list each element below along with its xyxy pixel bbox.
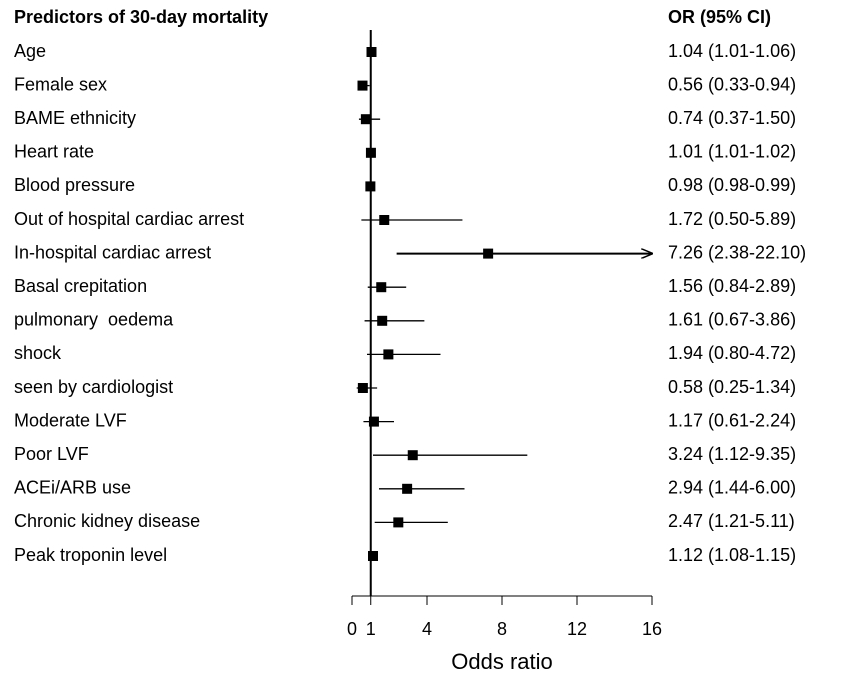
or-marker xyxy=(365,181,376,192)
x-tick-label: 0 xyxy=(347,619,357,639)
predictor-label: Poor LVF xyxy=(14,444,89,464)
predictor-label: Age xyxy=(14,41,46,61)
predictor-label: ACEi/ARB use xyxy=(14,478,131,498)
or-marker xyxy=(483,248,494,259)
or-marker xyxy=(357,80,368,91)
or-marker xyxy=(393,517,404,528)
predictor-label: Female sex xyxy=(14,74,107,94)
or-marker xyxy=(360,114,371,125)
or-label: 1.12 (1.08-1.15) xyxy=(668,545,796,565)
predictor-label: Moderate LVF xyxy=(14,410,127,430)
predictor-label: pulmonary oedema xyxy=(14,310,174,330)
or-marker xyxy=(368,416,379,427)
or-label: 3.24 (1.12-9.35) xyxy=(668,444,796,464)
or-label: 0.74 (0.37-1.50) xyxy=(668,108,796,128)
predictor-label: Chronic kidney disease xyxy=(14,511,200,531)
or-marker xyxy=(357,383,368,393)
x-axis-label: Odds ratio xyxy=(451,649,553,674)
or-marker xyxy=(383,349,394,360)
predictor-label: seen by cardiologist xyxy=(14,377,173,397)
or-marker xyxy=(377,315,388,326)
or-marker xyxy=(365,147,376,158)
x-tick-label: 4 xyxy=(422,619,432,639)
or-label: 7.26 (2.38-22.10) xyxy=(668,242,806,262)
x-tick-label: 12 xyxy=(567,619,587,639)
predictor-label: Out of hospital cardiac arrest xyxy=(14,209,244,229)
or-label: 2.47 (1.21-5.11) xyxy=(668,511,795,531)
or-marker xyxy=(366,47,377,57)
predictor-label: Peak troponin level xyxy=(14,545,167,565)
predictor-label: BAME ethnicity xyxy=(14,108,136,128)
chart-title: Predictors of 30-day mortality xyxy=(14,7,268,27)
or-label: 0.58 (0.25-1.34) xyxy=(668,377,796,397)
or-marker xyxy=(376,282,387,293)
or-label: 1.04 (1.01-1.06) xyxy=(668,41,796,61)
or-label: 0.56 (0.33-0.94) xyxy=(668,74,796,94)
or-label: 1.01 (1.01-1.02) xyxy=(668,142,796,162)
predictor-label: shock xyxy=(14,343,62,363)
predictor-label: In-hospital cardiac arrest xyxy=(14,242,211,262)
or-marker xyxy=(368,551,378,561)
or-label: 1.61 (0.67-3.86) xyxy=(668,310,796,330)
column-header: OR (95% CI) xyxy=(668,7,771,27)
or-label: 2.94 (1.44-6.00) xyxy=(668,478,796,498)
x-tick-label: 16 xyxy=(642,619,662,639)
or-marker xyxy=(407,450,418,461)
or-label: 1.17 (0.61-2.24) xyxy=(668,410,796,430)
or-label: 1.94 (0.80-4.72) xyxy=(668,343,796,363)
or-marker xyxy=(379,215,390,225)
predictor-label: Basal crepitation xyxy=(14,276,147,296)
x-tick-label: 8 xyxy=(497,619,507,639)
or-label: 1.72 (0.50-5.89) xyxy=(668,209,796,229)
predictor-label: Blood pressure xyxy=(14,175,135,195)
or-label: 0.98 (0.98-0.99) xyxy=(668,175,796,195)
or-label: 1.56 (0.84-2.89) xyxy=(668,276,796,296)
x-tick-label: 1 xyxy=(366,619,376,639)
predictor-label: Heart rate xyxy=(14,142,94,162)
or-marker xyxy=(402,483,413,494)
